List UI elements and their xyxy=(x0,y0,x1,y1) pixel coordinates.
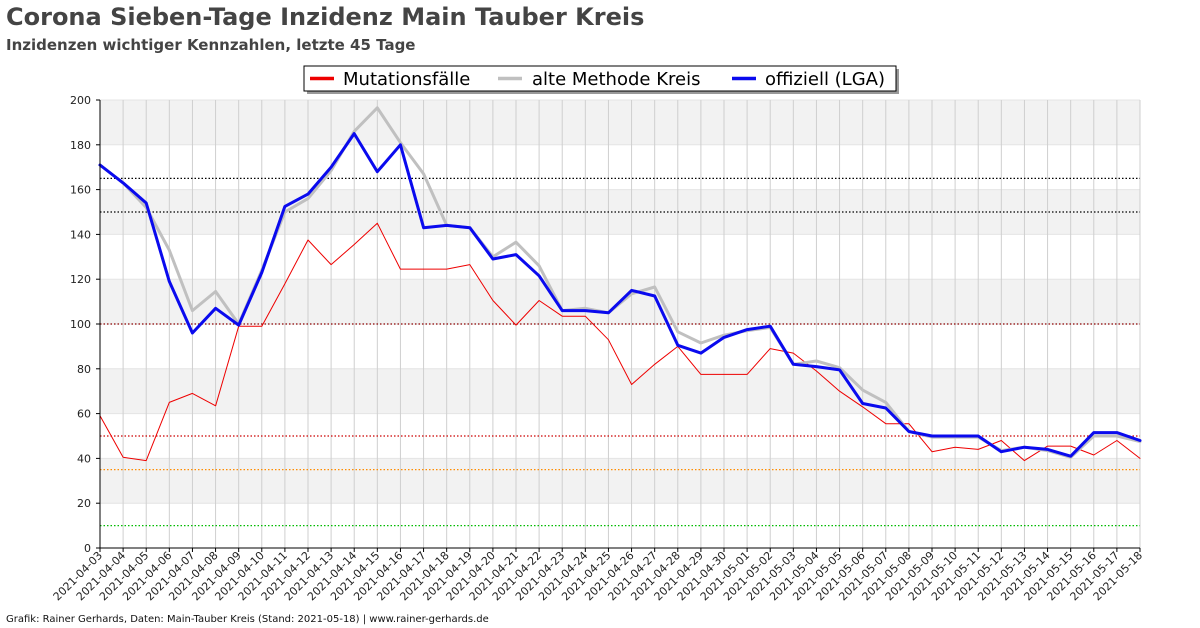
series-line-1 xyxy=(99,222,1141,462)
legend-label-2: alte Methode Kreis xyxy=(532,69,700,90)
grid-band xyxy=(100,100,1140,145)
legend-label-1: Mutationsfälle xyxy=(343,69,470,90)
grid-band xyxy=(100,458,1140,504)
y-tick-label: 160 xyxy=(70,184,91,197)
legend: Mutationsfälle alte Methode Kreis offiziel… xyxy=(303,65,899,94)
y-tick-label: 60 xyxy=(77,408,91,421)
y-tick-label: 100 xyxy=(70,318,91,331)
chart-title: Corona Sieben-Tage Inzidenz Main Tauber … xyxy=(6,3,645,31)
y-tick-label: 180 xyxy=(70,139,91,152)
y-tick-label: 200 xyxy=(70,94,91,107)
y-tick-label: 120 xyxy=(70,273,91,286)
background-bands xyxy=(100,100,1140,504)
y-tick-labels: 0 20 40 60 80 100 120 140 160 180 200 xyxy=(70,94,100,555)
y-tick-label: 20 xyxy=(77,497,91,510)
chart-subtitle: Inzidenzen wichtiger Kennzahlen, letzte … xyxy=(6,36,416,54)
y-tick-label: 40 xyxy=(77,452,91,465)
y-tick-label: 80 xyxy=(77,363,91,376)
grid-band xyxy=(100,189,1140,235)
series-lines xyxy=(98,106,1142,462)
y-tick-label: 140 xyxy=(70,228,91,241)
legend-box xyxy=(303,65,897,92)
series-line-3 xyxy=(98,132,1142,458)
legend-label-3: offiziell (LGA) xyxy=(765,69,885,90)
grid-band xyxy=(100,368,1140,414)
y-tick-label: 0 xyxy=(84,542,91,555)
x-tick-labels: 2021-04-032021-04-042021-04-052021-04-06… xyxy=(51,548,1145,603)
footer-credit: Grafik: Rainer Gerhards, Daten: Main-Tau… xyxy=(6,614,489,625)
